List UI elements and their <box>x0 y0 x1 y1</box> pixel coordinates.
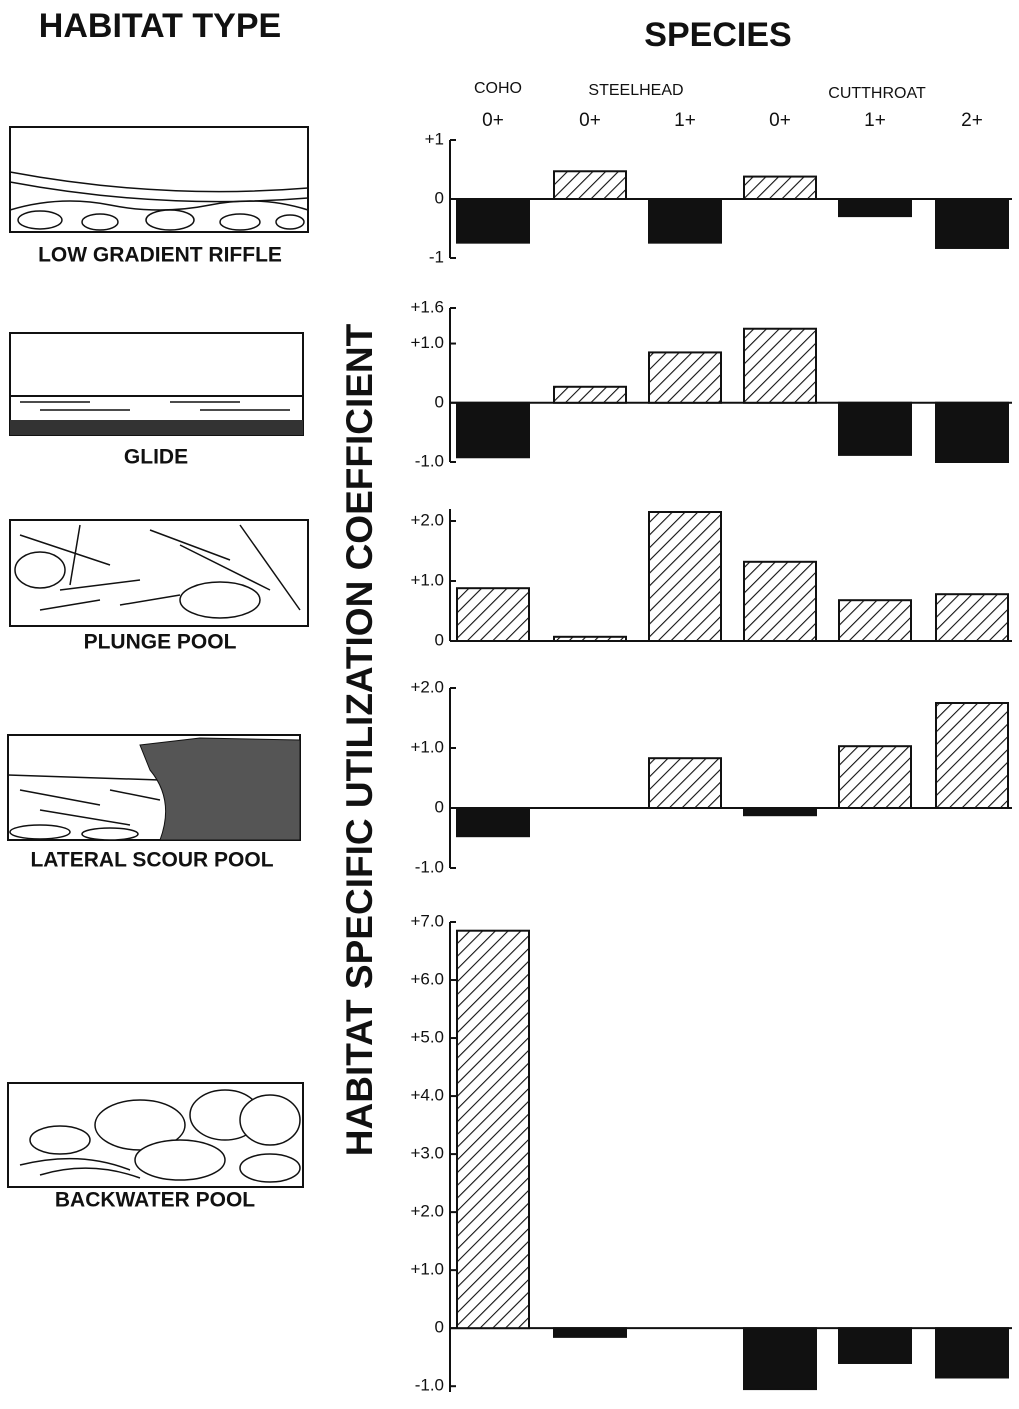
y-tick-label: 0 <box>435 392 444 411</box>
bar <box>744 808 816 815</box>
bar <box>457 403 529 457</box>
x-tick-label: 2+ <box>961 110 983 131</box>
y-tick-label: +6.0 <box>410 970 444 989</box>
bar <box>744 562 816 641</box>
habitat-label: PLUNGE POOL <box>84 631 237 654</box>
species-title: SPECIES <box>644 16 791 54</box>
y-axis-label: HABITAT SPECIFIC UTILIZATION COEFFICIENT <box>339 323 380 1156</box>
figure: HABITAT TYPE SPECIES COHO STEELHEAD CUTT… <box>0 0 1019 1409</box>
bar <box>457 808 529 836</box>
y-tick-label: -1.0 <box>415 857 444 876</box>
bar <box>744 329 816 403</box>
bar <box>744 1328 816 1389</box>
y-tick-label: +5.0 <box>410 1028 444 1047</box>
bar <box>936 703 1008 808</box>
y-tick-label: +1.6 <box>410 297 444 316</box>
species-group: CUTTHROAT <box>828 85 926 102</box>
y-tick-label: +2.0 <box>410 510 444 529</box>
y-tick-label: -1.0 <box>415 451 444 470</box>
habitat-label: LOW GRADIENT RIFFLE <box>38 244 282 267</box>
y-tick-label: -1.0 <box>415 1376 444 1395</box>
x-tick-label: 0+ <box>482 110 504 131</box>
bar <box>839 600 911 641</box>
bar <box>457 588 529 641</box>
bar <box>744 177 816 199</box>
bar <box>936 403 1008 462</box>
illustration-lateral-scour <box>8 735 300 840</box>
y-tick-label: +7.0 <box>410 911 444 930</box>
bar <box>457 199 529 243</box>
y-tick-label: 0 <box>435 188 444 207</box>
x-tick-label: 0+ <box>769 110 791 131</box>
x-tick-label: 1+ <box>864 110 886 131</box>
y-tick-label: +1 <box>425 129 444 148</box>
x-tick-label: 1+ <box>674 110 696 131</box>
illustration-backwater <box>8 1083 303 1187</box>
y-tick-label: +1.0 <box>410 333 444 352</box>
y-tick-label: 0 <box>435 630 444 649</box>
y-tick-label: +2.0 <box>410 677 444 696</box>
y-tick-label: +2.0 <box>410 1202 444 1221</box>
illustration-plunge <box>10 520 308 626</box>
y-tick-label: -1 <box>429 247 444 266</box>
habitat-label: LATERAL SCOUR POOL <box>30 849 273 872</box>
species-group: STEELHEAD <box>588 82 683 99</box>
bar <box>649 512 721 641</box>
y-tick-label: +1.0 <box>410 1260 444 1279</box>
habitat-title: HABITAT TYPE <box>39 7 281 45</box>
bar <box>554 171 626 199</box>
bar <box>457 931 529 1328</box>
habitat-label: BACKWATER POOL <box>55 1189 255 1212</box>
illustration-riffle <box>10 127 308 232</box>
y-tick-label: +3.0 <box>410 1144 444 1163</box>
illustration-glide <box>10 333 303 435</box>
bar <box>839 1328 911 1363</box>
habitat-label: GLIDE <box>124 446 188 469</box>
bar <box>936 199 1008 248</box>
bar <box>649 758 721 808</box>
bar <box>649 199 721 243</box>
y-tick-label: +1.0 <box>410 570 444 589</box>
bar <box>839 746 911 808</box>
bar <box>554 387 626 403</box>
bar <box>839 199 911 216</box>
y-tick-label: 0 <box>435 797 444 816</box>
y-tick-label: +4.0 <box>410 1086 444 1105</box>
species-group: COHO <box>474 80 522 97</box>
bar <box>554 1328 626 1337</box>
bar <box>554 637 626 641</box>
y-tick-label: +1.0 <box>410 737 444 756</box>
bar <box>649 352 721 402</box>
bar <box>936 594 1008 641</box>
y-tick-label: 0 <box>435 1318 444 1337</box>
x-tick-label: 0+ <box>579 110 601 131</box>
bar <box>839 403 911 455</box>
bar <box>936 1328 1008 1377</box>
